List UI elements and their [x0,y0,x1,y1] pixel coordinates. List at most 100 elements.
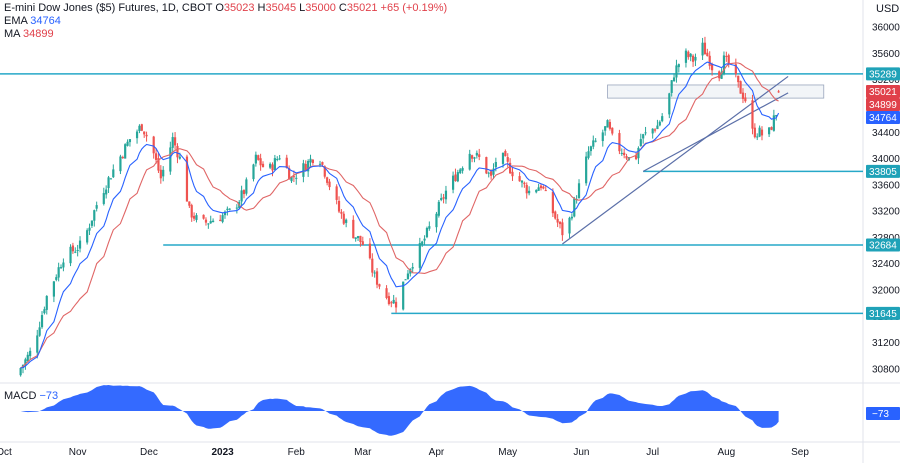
candle-body [90,220,94,226]
y-tick-label: 35200 [872,75,900,86]
price-tag [866,238,900,252]
candle-body [727,55,730,64]
candle-body [687,51,690,58]
candle-body [509,162,512,174]
candle-body [551,191,554,214]
candle-body [169,147,172,172]
candle-body [57,267,60,278]
candle-body [511,171,514,177]
y-tick-label: 32400 [872,259,900,270]
candle-body [188,201,191,206]
candle-body [440,198,443,200]
candle-body [285,157,288,169]
candle-body [608,121,612,129]
candle-body [634,155,638,160]
candle-body [88,227,91,231]
candle-body [102,193,105,204]
candle-body [722,55,726,75]
candle-body [307,160,310,172]
candle-body [451,175,455,190]
candle-body [675,65,678,78]
candle-body [105,189,108,195]
candle-body [589,146,593,152]
candle-body [637,147,640,159]
legend-macd-value: −73 [39,390,59,402]
price-tag [866,110,900,124]
candle-body [55,277,58,280]
candle-body [375,271,379,285]
candle-body [421,241,424,245]
candle-body [107,177,110,189]
candle-body [207,223,210,225]
x-tick-label: 2023 [211,447,234,458]
candle-body [494,161,497,168]
legend-low: 35000 [305,2,336,14]
candle-body [556,218,559,223]
candle-body [658,121,661,126]
y-tick-label: 32000 [872,286,900,297]
candle-body [228,208,231,210]
candle-body [385,288,388,298]
candle-body [720,72,723,79]
candle-body [152,136,155,154]
candle-body [318,163,322,165]
legend-ema-row[interactable]: EMA 34764 [4,15,61,27]
candle-body [371,258,374,273]
candle-body [159,169,162,179]
candle-body [703,42,707,55]
candle-body [618,133,621,152]
legend-low-label: L [299,2,306,14]
candle-body [585,156,588,184]
candle-body [425,227,429,238]
candle-body [544,190,547,192]
ma-line [20,62,779,369]
candle-body [326,177,329,183]
candle-body [506,157,509,162]
candle-body [490,171,493,176]
candle-body [558,221,562,225]
candle-body [276,159,279,161]
candle-body [354,237,357,240]
candle-body [154,153,158,160]
legend-macd-row[interactable]: MACD −73 [4,390,58,402]
price-tag-label: 34899 [869,100,897,111]
candle-body [737,75,740,83]
y-tick-label: 35600 [872,49,900,60]
x-tick-label: Aug [717,447,735,458]
candle-body [461,167,464,171]
candle-body [176,145,179,158]
candle-body [171,137,174,148]
candle-body [140,124,143,131]
y-tick-label: 34400 [872,128,900,139]
resistance-zone [607,84,825,99]
legend-high-label: H [257,2,266,14]
candle-body [195,215,198,220]
candle-body [537,187,540,191]
candle-body [706,52,709,57]
candle-body [691,55,695,62]
candle-body [760,129,764,136]
candle-body [45,296,48,310]
legend-ema-value: 34764 [30,15,61,27]
legend-ma-row[interactable]: MA 34899 [4,28,54,40]
candle-body [442,197,445,199]
candle-body [523,182,526,185]
candle-body [340,211,343,214]
candle-body [128,139,132,143]
candle-body [753,127,756,138]
candle-body [402,281,405,310]
candle-body [653,129,657,131]
candle-body [278,158,281,160]
candle-body [639,139,642,147]
candle-body [43,309,46,314]
candle-body [109,178,113,180]
candle-body [74,251,77,253]
candle-body [661,116,664,122]
candle-body [775,114,778,117]
candle-body [611,127,614,134]
legend-high: 35045 [265,2,297,14]
candle-body [478,154,481,158]
candle-body [209,221,212,224]
candle-body [235,207,238,209]
